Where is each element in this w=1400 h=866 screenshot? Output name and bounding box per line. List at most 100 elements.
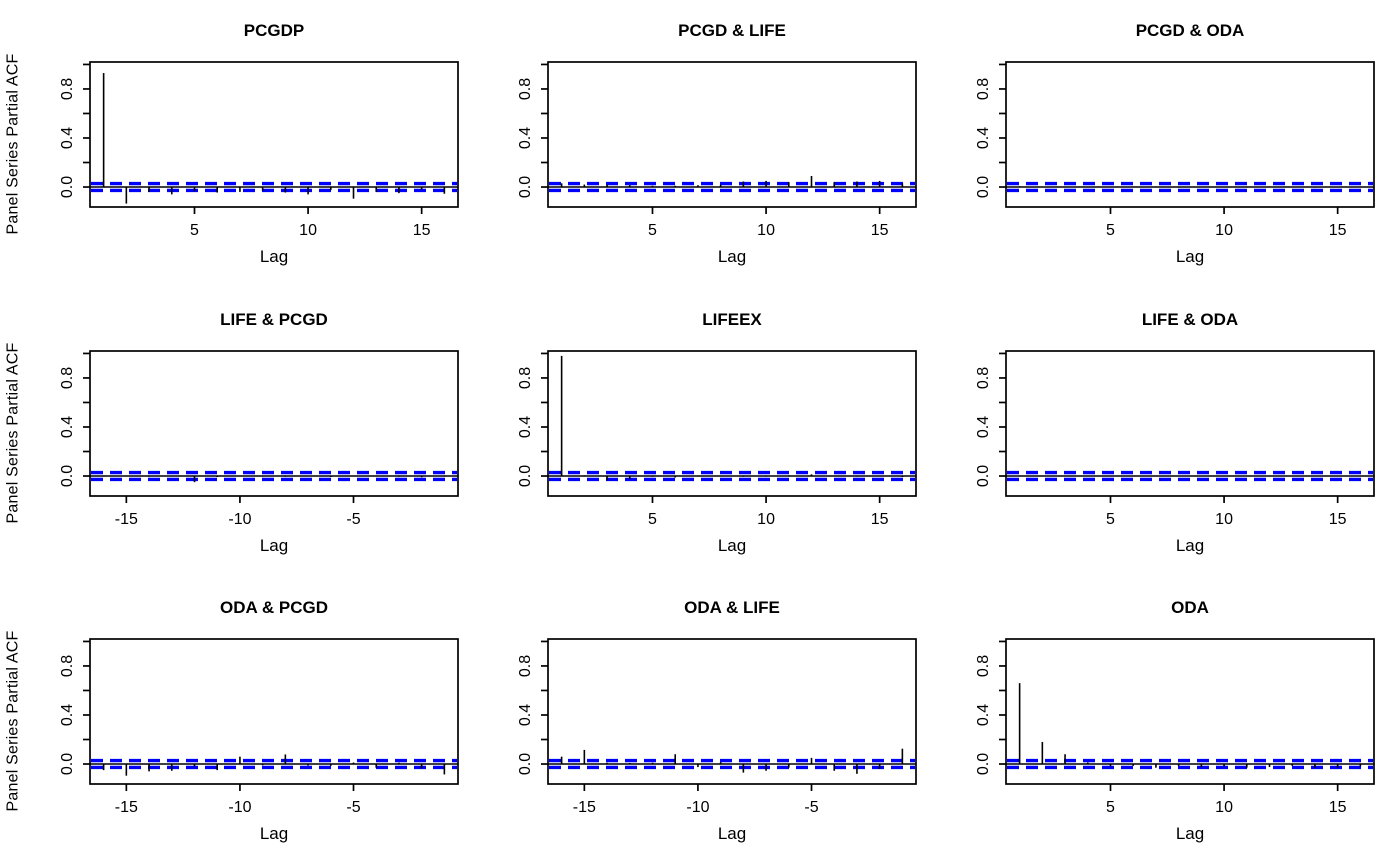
plot-box <box>89 349 459 497</box>
plot-box <box>547 61 917 208</box>
x-axis-label: Lag <box>260 824 288 843</box>
y-tick-label: 0.0 <box>59 176 76 198</box>
y-axis-label: Panel Series Partial ACF <box>4 342 22 524</box>
y-tick-label: 0.0 <box>975 753 992 775</box>
y-tick-label: 0.8 <box>975 655 992 677</box>
x-tick-label: 15 <box>413 222 431 239</box>
panel-title: LIFE & PCGD <box>220 310 328 329</box>
pacf-panel-lifeex: LIFEEX 0.0 0.4 0.8 5 10 15 Lag <box>517 310 917 555</box>
panel-title: ODA & LIFE <box>684 598 780 617</box>
y-tick-label: 0.0 <box>517 176 534 198</box>
x-tick-label: 10 <box>1215 511 1233 528</box>
y-axis-outer-label-row1: Panel Series Partial ACF <box>0 0 26 289</box>
x-axis-label: Lag <box>1176 247 1204 266</box>
x-tick-label: -10 <box>686 799 709 816</box>
y-tick-label: 0.8 <box>59 78 76 100</box>
y-tick-label: 0.4 <box>59 127 76 149</box>
panel-title: PCGD & ODA <box>1136 21 1245 40</box>
x-tick-label: 15 <box>1329 799 1347 816</box>
x-axis-label: Lag <box>260 536 288 555</box>
x-tick-label: 15 <box>1329 222 1347 239</box>
y-tick-label: 0.4 <box>975 704 992 726</box>
pacf-panel-oda: ODA 0.0 0.4 0.8 5 10 15 Lag <box>975 598 1375 843</box>
panel-cell-life-pcgd: LIFE & PCGD 0.0 0.4 0.8 -15 -10 -5 Lag <box>26 289 484 578</box>
y-tick-label: 0.0 <box>59 753 76 775</box>
plot-box <box>547 638 917 786</box>
x-axis-label: Lag <box>1176 824 1204 843</box>
y-tick-label: 0.8 <box>517 655 534 677</box>
y-tick-label: 0.8 <box>975 366 992 388</box>
x-tick-label: 5 <box>648 222 657 239</box>
panel-cell-pcgd-life: PCGD & LIFE 0.0 0.4 0.8 5 10 15 Lag <box>484 0 942 289</box>
x-tick-label: 10 <box>757 511 775 528</box>
y-tick-label: 0.0 <box>975 464 992 486</box>
panel-title: PCGD & LIFE <box>678 21 786 40</box>
y-tick-label: 0.8 <box>59 366 76 388</box>
panel-title: LIFE & ODA <box>1142 310 1238 329</box>
pacf-panel-life-pcgd: LIFE & PCGD 0.0 0.4 0.8 -15 -10 -5 Lag <box>59 310 459 555</box>
y-axis-label: Panel Series Partial ACF <box>4 631 22 812</box>
plot-box <box>1005 638 1375 786</box>
panel-title: ODA & PCGD <box>220 598 328 617</box>
x-tick-label: -10 <box>228 799 251 816</box>
x-tick-label: -15 <box>573 799 596 816</box>
panel-cell-oda-life: ODA & LIFE 0.0 0.4 0.8 -15 -10 -5 Lag <box>484 577 942 866</box>
x-tick-label: 10 <box>1215 222 1233 239</box>
x-axis-label: Lag <box>718 247 746 266</box>
x-tick-label: 15 <box>1329 511 1347 528</box>
y-tick-label: 0.8 <box>59 655 76 677</box>
x-tick-label: 15 <box>871 511 889 528</box>
pacf-panel-pcgd-life: PCGD & LIFE 0.0 0.4 0.8 5 10 15 Lag <box>517 21 917 266</box>
y-tick-label: 0.4 <box>517 415 534 437</box>
y-tick-label: 0.4 <box>517 704 534 726</box>
y-tick-label: 0.8 <box>517 366 534 388</box>
x-tick-label: -15 <box>115 511 138 528</box>
plot-box <box>89 638 459 786</box>
plot-box <box>89 61 459 208</box>
x-tick-label: 10 <box>1215 799 1233 816</box>
x-tick-label: 15 <box>871 222 889 239</box>
panel-cell-oda-pcgd: ODA & PCGD 0.0 0.4 0.8 -15 -10 -5 Lag <box>26 577 484 866</box>
x-axis-label: Lag <box>260 247 288 266</box>
y-tick-label: 0.8 <box>517 78 534 100</box>
panel-title: LIFEEX <box>702 310 762 329</box>
y-tick-label: 0.4 <box>975 415 992 437</box>
x-tick-label: -5 <box>346 511 360 528</box>
y-axis-outer-label-row3: Panel Series Partial ACF <box>0 577 26 866</box>
y-tick-label: 0.4 <box>517 127 534 149</box>
plot-box <box>1005 349 1375 497</box>
plot-box <box>547 349 917 497</box>
y-axis-outer-label-row2: Panel Series Partial ACF <box>0 289 26 578</box>
panel-cell-pcgdp: PCGDP 0.0 0.4 0.8 5 10 15 Lag <box>26 0 484 289</box>
y-tick-label: 0.0 <box>517 464 534 486</box>
x-tick-label: 5 <box>1106 799 1115 816</box>
y-tick-label: 0.0 <box>975 176 992 198</box>
pacf-panel-pcgdp: PCGDP 0.0 0.4 0.8 5 10 15 Lag <box>59 21 459 266</box>
panel-title: ODA <box>1171 598 1209 617</box>
pacf-panel-oda-life: ODA & LIFE 0.0 0.4 0.8 -15 -10 -5 Lag <box>517 598 917 843</box>
y-tick-label: 0.4 <box>59 415 76 437</box>
panel-cell-oda: ODA 0.0 0.4 0.8 5 10 15 Lag <box>942 577 1400 866</box>
y-tick-label: 0.0 <box>517 753 534 775</box>
pacf-panel-life-oda: LIFE & ODA 0.0 0.4 0.8 5 10 15 Lag <box>975 310 1375 555</box>
x-axis-label: Lag <box>718 536 746 555</box>
x-tick-label: -15 <box>115 799 138 816</box>
x-tick-label: 5 <box>1106 511 1115 528</box>
pacf-panel-oda-pcgd: ODA & PCGD 0.0 0.4 0.8 -15 -10 -5 Lag <box>59 598 459 843</box>
x-tick-label: 10 <box>299 222 317 239</box>
panel-cell-lifeex: LIFEEX 0.0 0.4 0.8 5 10 15 Lag <box>484 289 942 578</box>
panel-title: PCGDP <box>244 21 304 40</box>
y-tick-label: 0.0 <box>59 464 76 486</box>
x-tick-label: 10 <box>757 222 775 239</box>
x-axis-label: Lag <box>718 824 746 843</box>
x-tick-label: -5 <box>804 799 818 816</box>
panel-cell-pcgd-oda: PCGD & ODA 0.0 0.4 0.8 5 10 15 Lag <box>942 0 1400 289</box>
y-tick-label: 0.4 <box>59 704 76 726</box>
x-tick-label: -5 <box>346 799 360 816</box>
y-tick-label: 0.8 <box>975 78 992 100</box>
x-tick-label: 5 <box>648 511 657 528</box>
y-tick-label: 0.4 <box>975 127 992 149</box>
panel-cell-life-oda: LIFE & ODA 0.0 0.4 0.8 5 10 15 Lag <box>942 289 1400 578</box>
y-axis-label: Panel Series Partial ACF <box>4 53 22 235</box>
